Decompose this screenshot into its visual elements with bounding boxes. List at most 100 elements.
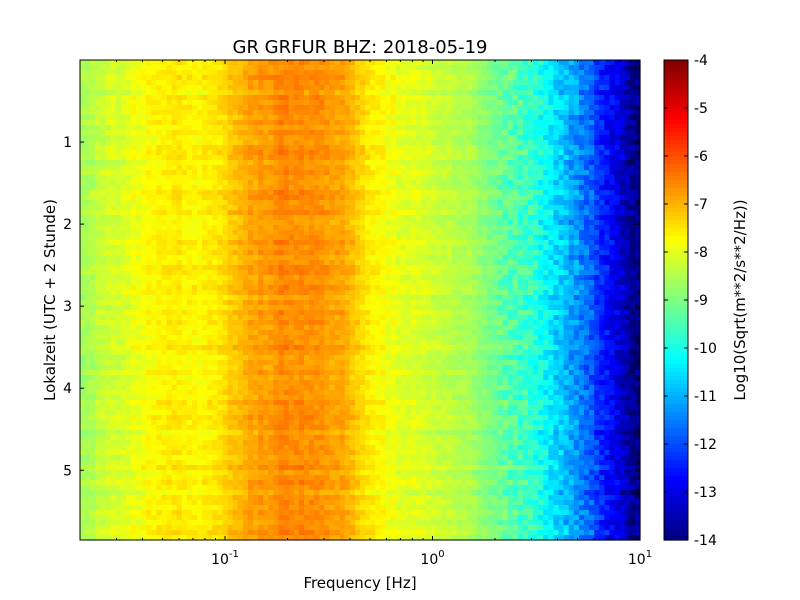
heatmap-cell xyxy=(146,85,152,91)
heatmap-cell xyxy=(232,375,239,381)
heatmap-cell xyxy=(212,510,219,516)
heatmap-cell xyxy=(146,345,152,351)
heatmap-cell xyxy=(80,420,86,426)
heatmap-cell xyxy=(237,275,244,281)
heatmap-cell xyxy=(227,205,234,211)
heatmap-cell xyxy=(324,280,331,286)
heatmap-cell xyxy=(283,240,290,246)
heatmap-cell xyxy=(166,380,173,386)
heatmap-cell xyxy=(263,425,269,431)
heatmap-cell xyxy=(314,245,320,251)
heatmap-cell xyxy=(136,265,142,271)
heatmap-cell xyxy=(90,295,96,301)
heatmap-cell xyxy=(90,400,96,406)
heatmap-cell xyxy=(232,430,239,436)
heatmap-cell xyxy=(227,230,234,236)
heatmap-cell xyxy=(90,240,96,246)
heatmap-cell xyxy=(146,320,152,326)
heatmap-cell xyxy=(192,370,198,376)
heatmap-cell xyxy=(161,110,168,116)
heatmap-cell xyxy=(115,295,122,301)
heatmap-cell xyxy=(161,430,168,436)
heatmap-cell xyxy=(80,180,86,186)
heatmap-cell xyxy=(329,85,336,91)
heatmap-cell xyxy=(141,370,147,376)
heatmap-cell xyxy=(242,210,249,216)
heatmap-cell xyxy=(222,180,229,186)
heatmap-cell xyxy=(329,75,336,81)
heatmap-cell xyxy=(237,420,244,426)
heatmap-cell xyxy=(258,130,264,136)
heatmap-cell xyxy=(222,100,229,106)
heatmap-cell xyxy=(146,425,152,431)
heatmap-cell xyxy=(151,305,157,311)
heatmap-cell xyxy=(293,85,300,91)
heatmap-cell xyxy=(151,405,157,411)
heatmap-cell xyxy=(242,355,249,361)
heatmap-cell xyxy=(141,205,147,211)
heatmap-cell xyxy=(115,475,122,481)
heatmap-cell xyxy=(273,280,280,286)
heatmap-cell xyxy=(222,355,229,361)
heatmap-cell xyxy=(232,295,239,301)
heatmap-cell xyxy=(130,415,137,421)
heatmap-cell xyxy=(309,500,315,506)
heatmap-cell xyxy=(237,95,244,101)
heatmap-cell xyxy=(181,165,188,171)
heatmap-cell xyxy=(156,200,163,206)
heatmap-cell xyxy=(334,220,341,226)
heatmap-cell xyxy=(136,60,142,66)
heatmap-cell xyxy=(171,170,178,176)
heatmap-cell xyxy=(120,500,127,506)
heatmap-cell xyxy=(186,535,193,541)
heatmap-cell xyxy=(222,510,229,516)
heatmap-cell xyxy=(156,310,163,316)
heatmap-cell xyxy=(319,530,325,536)
heatmap-cell xyxy=(304,340,310,346)
heatmap-cell xyxy=(85,315,91,321)
heatmap-cell xyxy=(253,265,259,271)
heatmap-cell xyxy=(227,440,234,446)
heatmap-cell xyxy=(237,430,244,436)
heatmap-cell xyxy=(248,340,254,346)
heatmap-cell xyxy=(141,330,147,336)
heatmap-cell xyxy=(90,395,96,401)
heatmap-cell xyxy=(309,220,315,226)
heatmap-cell xyxy=(329,475,336,481)
heatmap-cell xyxy=(141,360,147,366)
heatmap-cell xyxy=(146,155,152,161)
heatmap-cell xyxy=(273,270,280,276)
heatmap-cell xyxy=(85,420,91,426)
heatmap-cell xyxy=(181,260,188,266)
heatmap-cell xyxy=(227,125,234,131)
heatmap-cell xyxy=(293,520,300,526)
heatmap-cell xyxy=(120,470,127,476)
heatmap-cell xyxy=(253,530,259,536)
heatmap-cell xyxy=(263,315,269,321)
heatmap-cell xyxy=(90,335,96,341)
heatmap-cell xyxy=(197,230,203,236)
heatmap-cell xyxy=(298,195,305,201)
heatmap-cell xyxy=(110,495,117,501)
heatmap-cell xyxy=(324,240,331,246)
heatmap-cell xyxy=(186,275,193,281)
heatmap-cell xyxy=(176,325,183,331)
heatmap-cell xyxy=(268,300,275,306)
heatmap-cell xyxy=(80,215,86,221)
heatmap-cell xyxy=(95,130,101,136)
heatmap-cell xyxy=(207,415,213,421)
heatmap-cell xyxy=(298,105,305,111)
heatmap-cell xyxy=(166,385,173,391)
heatmap-cell xyxy=(115,425,122,431)
heatmap-cell xyxy=(90,265,96,271)
heatmap-cell xyxy=(151,310,157,316)
heatmap-cell xyxy=(293,385,300,391)
heatmap-cell xyxy=(273,210,280,216)
heatmap-cell xyxy=(202,170,208,176)
heatmap-cell xyxy=(202,175,208,181)
heatmap-cell xyxy=(278,505,285,511)
heatmap-cell xyxy=(171,435,178,441)
heatmap-cell xyxy=(268,375,275,381)
heatmap-cell xyxy=(95,330,101,336)
heatmap-cell xyxy=(100,95,107,101)
